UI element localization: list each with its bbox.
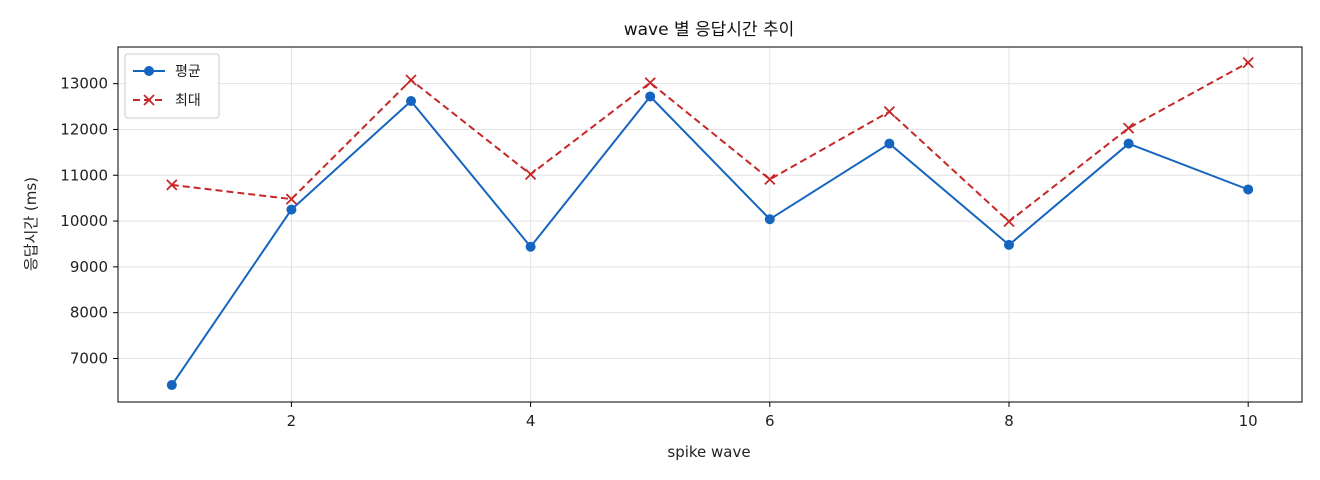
data-point-mean: [1243, 184, 1254, 195]
x-marker-stroke: [143, 94, 155, 106]
axis-layer: 2 4 6 8 10 7000 8000 9000 10000 11000 12000 13000: [60, 75, 1257, 430]
legend-marker-mean: [144, 66, 154, 76]
data-point-mean: [525, 241, 536, 252]
data-point-mean: [645, 91, 656, 102]
grid-layer: [118, 47, 1302, 402]
x-marker-stroke: [644, 77, 656, 89]
data-point-max: [1242, 56, 1254, 69]
data-point-max: [524, 168, 537, 180]
x-marker-stroke: [524, 168, 537, 180]
y-tick-label: 8000: [70, 304, 108, 322]
y-tick-label: 11000: [60, 166, 108, 184]
x-marker-stroke: [764, 173, 776, 186]
x-tick-label: 8: [1004, 412, 1014, 430]
data-point-max: [764, 173, 776, 186]
x-marker-stroke: [1122, 122, 1135, 134]
data-point-max: [166, 179, 178, 191]
data-point-max: [285, 193, 298, 205]
legend-box: [124, 53, 220, 119]
x-tick-label: 2: [287, 412, 297, 430]
series-line-max: [171, 61, 1249, 223]
data-point-max: [644, 77, 656, 89]
y-tick-label: 7000: [70, 349, 108, 367]
x-marker-stroke: [405, 74, 417, 86]
series-layer: [166, 56, 1254, 391]
x-marker-stroke: [1003, 215, 1015, 228]
x-tick-label: 4: [526, 412, 536, 430]
data-point-mean: [406, 96, 417, 107]
x-tick-label: 10: [1239, 412, 1258, 430]
x-marker-stroke: [883, 105, 896, 118]
y-tick-label: 10000: [60, 212, 108, 230]
x-axis-title: spike wave: [667, 443, 750, 461]
data-point-mean: [764, 214, 775, 225]
data-point-mean: [1003, 239, 1014, 250]
x-marker-stroke: [285, 193, 298, 205]
legend-label-max: 최대: [175, 93, 201, 109]
x-marker-stroke: [166, 179, 178, 191]
data-point-max: [1122, 122, 1135, 134]
y-axis-title: 응답시간 (ms): [22, 177, 40, 271]
legend-marker-max: [143, 94, 155, 106]
y-tick-label: 13000: [60, 75, 108, 93]
series-line-mean: [170, 95, 1249, 386]
data-point-mean: [166, 380, 177, 391]
y-tick-label: 12000: [60, 120, 108, 138]
legend-label-mean: 평균: [175, 64, 201, 80]
data-point-mean: [884, 138, 895, 149]
data-point-mean: [1123, 138, 1134, 149]
chart-title: wave 별 응답시간 추이: [624, 20, 795, 40]
data-point-mean: [286, 204, 297, 215]
data-point-max: [883, 105, 896, 118]
y-tick-label: 9000: [70, 258, 108, 276]
x-marker-stroke: [1242, 56, 1254, 69]
x-tick-label: 6: [765, 412, 775, 430]
data-point-max: [405, 74, 417, 86]
plot-frame: [117, 46, 1303, 403]
data-point-max: [1003, 215, 1015, 228]
